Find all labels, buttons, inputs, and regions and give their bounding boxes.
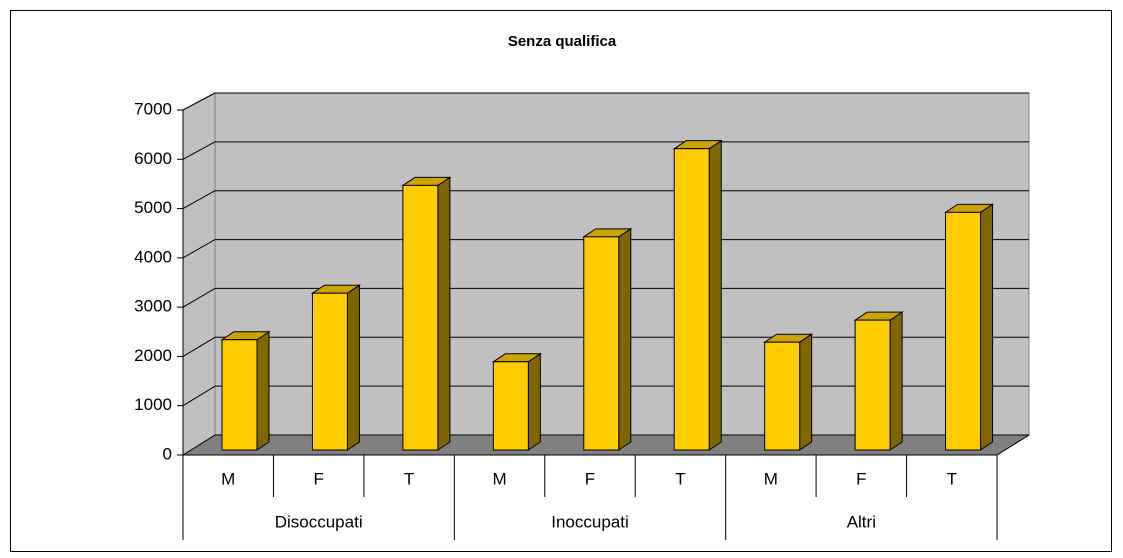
grid-line xyxy=(182,385,216,407)
bar-side xyxy=(889,311,903,451)
bar xyxy=(221,339,258,451)
grid-line xyxy=(182,190,216,210)
bar xyxy=(673,148,710,451)
x-tick-label: F xyxy=(856,469,866,488)
bar xyxy=(854,319,891,451)
y-tick-label: 4000 xyxy=(134,247,172,266)
bar-side xyxy=(799,333,813,451)
y-tick-label: 5000 xyxy=(134,198,172,217)
group-label: Disoccupati xyxy=(275,512,363,531)
y-tick-label: 7000 xyxy=(134,99,172,118)
y-tick-label: 1000 xyxy=(134,395,172,414)
grid-line xyxy=(182,434,216,456)
y-tick-label: 2000 xyxy=(134,346,172,365)
group-label: Inoccupati xyxy=(551,512,629,531)
bar-side xyxy=(527,352,541,451)
bar xyxy=(311,292,348,451)
bar-side xyxy=(980,203,994,451)
grid-line xyxy=(182,239,216,259)
side-wall xyxy=(182,92,216,456)
bar-side xyxy=(437,176,451,451)
x-tick-label: T xyxy=(675,469,685,488)
bar xyxy=(764,341,801,451)
bar xyxy=(945,211,982,451)
x-tick-label: F xyxy=(313,469,323,488)
bar-side xyxy=(346,284,360,451)
bar-side xyxy=(256,330,270,451)
bar xyxy=(402,184,439,451)
grid-line xyxy=(182,92,216,111)
y-tick-label: 3000 xyxy=(134,297,172,316)
chart-title: Senza qualifica xyxy=(508,33,617,50)
x-tick-label: M xyxy=(492,469,506,488)
y-tick-label: 6000 xyxy=(134,149,172,168)
bar-side xyxy=(708,139,722,451)
bar xyxy=(492,361,529,451)
bar-side xyxy=(618,227,632,451)
x-tick-label: M xyxy=(221,469,235,488)
x-tick-label: T xyxy=(947,469,957,488)
x-tick-label: F xyxy=(585,469,595,488)
grid-line xyxy=(182,141,216,160)
x-tick-label: M xyxy=(764,469,778,488)
grid-line xyxy=(182,336,216,357)
bar xyxy=(583,236,620,451)
x-tick-label: T xyxy=(404,469,414,488)
y-tick-label: 0 xyxy=(163,444,172,463)
grid-line xyxy=(182,287,216,308)
group-label: Altri xyxy=(847,512,876,531)
x-axis-depth xyxy=(996,434,1030,456)
